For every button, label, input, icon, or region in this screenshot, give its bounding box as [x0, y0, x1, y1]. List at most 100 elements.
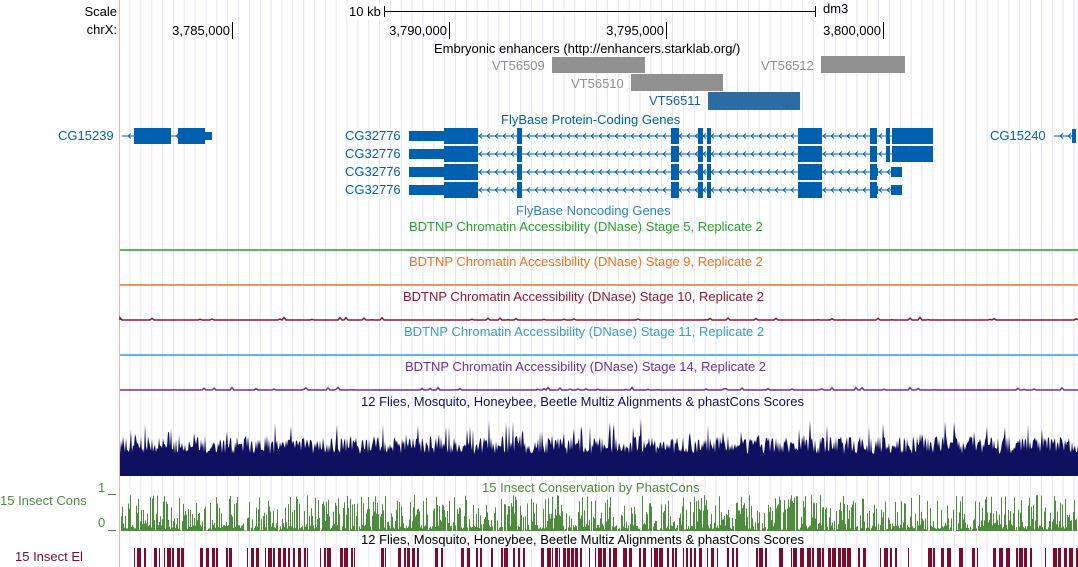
phastcons-bar [261, 518, 262, 531]
cg32776-3-strand-arrow [638, 169, 643, 175]
phastcons-bar [885, 501, 886, 531]
phastcons-bar [728, 509, 729, 531]
enhancers-track-title[interactable]: Embryonic enhancers (http://enhancers.st… [434, 41, 741, 56]
conserved-element [629, 548, 632, 567]
phastcons-bar [201, 526, 202, 531]
phastcons-bar [546, 527, 547, 531]
cg32776-4-strand-arrow [542, 187, 547, 193]
cg32776-4-strand-arrow [862, 187, 867, 193]
phastcons-bar [642, 496, 643, 531]
phastcons-bar [816, 503, 817, 531]
phastcons-bar [1035, 520, 1036, 531]
cg32776-2-strand-arrow [734, 151, 739, 157]
phastcons-bar [394, 528, 395, 531]
phastcons-bar [706, 499, 707, 531]
phastcons-bar [673, 522, 674, 531]
position-tick [666, 22, 667, 39]
phastcons-bar [398, 529, 399, 531]
phastcons-bar [437, 504, 438, 531]
phastcons-bar [247, 518, 248, 531]
phastcons-bar [801, 516, 802, 531]
cg32776-4-strand-arrow [774, 187, 779, 193]
phastcons-bar [392, 516, 393, 531]
phastcons-bar [1069, 514, 1070, 531]
phastcons-bar [725, 525, 726, 531]
gene-label-cg32776[interactable]: CG32776 [345, 164, 401, 179]
dnase-stage11-title[interactable]: BDTNP Chromatin Accessibility (DNase) St… [404, 324, 765, 339]
elements-track-title[interactable]: 12 Flies, Mosquito, Honeybee, Beetle Mul… [361, 532, 804, 547]
phastcons-bar [180, 529, 181, 531]
cg32776-4-strand-arrow [854, 187, 859, 193]
protein-coding-track-title[interactable]: FlyBase Protein-Coding Genes [501, 112, 681, 127]
phastcons-bar [799, 529, 800, 531]
enhancer-feature-vt56511[interactable] [708, 92, 800, 110]
phastcons-bar [743, 505, 744, 531]
phastcons-bar [783, 512, 784, 531]
phastcons-bar [902, 527, 903, 531]
conserved-element [822, 548, 824, 567]
noncoding-track-title[interactable]: FlyBase Noncoding Genes [516, 203, 671, 218]
elements-side-label[interactable]: 15 Insect El [15, 549, 83, 564]
cg32776-4-strand-arrow [558, 187, 563, 193]
gene-label-cg32776[interactable]: CG32776 [345, 146, 401, 161]
phastcons-bar [1021, 500, 1022, 531]
phastcons-bar [254, 528, 255, 531]
dnase-stage10-title[interactable]: BDTNP Chromatin Accessibility (DNase) St… [403, 289, 765, 304]
phastcons-bar [927, 500, 928, 531]
phastcons-bar [825, 509, 826, 531]
phastcons-bar [862, 498, 863, 531]
phastcons-side-label[interactable]: 15 Insect Cons [0, 493, 87, 508]
enhancer-feature-vt56510[interactable] [631, 74, 723, 91]
conserved-element [659, 548, 663, 567]
cg32776-3-strand-arrow [662, 169, 667, 175]
phastcons-bar [1000, 524, 1001, 531]
phastcons-bar [663, 512, 664, 531]
conserved-element [273, 548, 275, 567]
phastcons-bar [257, 526, 258, 531]
phastcons-bar [547, 521, 548, 531]
phastcons-bar [833, 529, 834, 531]
enhancer-feature-vt56509[interactable] [552, 57, 645, 73]
dnase-stage14-title[interactable]: BDTNP Chromatin Accessibility (DNase) St… [405, 359, 767, 374]
phastcons-track-title[interactable]: 15 Insect Conservation by PhastCons [482, 480, 700, 495]
cg32776-2-strand-arrow [726, 151, 731, 157]
gene-label-cg15240[interactable]: CG15240 [990, 128, 1046, 143]
scale-bar [384, 11, 816, 12]
cg32776-4-exon [409, 185, 444, 195]
phastcons-bar [161, 525, 162, 531]
phastcons-bar [195, 525, 196, 531]
phastcons-bar [740, 514, 741, 531]
phastcons-bar [906, 529, 907, 531]
phastcons-bar [548, 498, 549, 531]
phastcons-bar [183, 503, 184, 531]
phastcons-bar [1026, 528, 1027, 531]
phastcons-bar [420, 527, 421, 531]
multiz-track-title[interactable]: 12 Flies, Mosquito, Honeybee, Beetle Mul… [361, 394, 804, 409]
gene-label-cg15239[interactable]: CG15239 [58, 128, 114, 143]
phastcons-bar [259, 497, 260, 531]
conserved-element [404, 548, 406, 567]
dnase-stage9-title[interactable]: BDTNP Chromatin Accessibility (DNase) St… [409, 254, 763, 269]
cg32776-1-strand-arrow [606, 133, 611, 139]
cg32776-2-strand-arrow [854, 151, 859, 157]
conserved-element [699, 548, 702, 567]
conserved-element [461, 548, 464, 567]
cg32776-4-strand-arrow [638, 187, 643, 193]
phastcons-bar [1018, 509, 1019, 531]
phastcons-ymax-tick [108, 494, 116, 495]
enhancer-feature-vt56512[interactable] [821, 56, 905, 73]
cg32776-3-strand-arrow [854, 169, 859, 175]
gene-label-cg32776[interactable]: CG32776 [345, 128, 401, 143]
dnase-stage5-title[interactable]: BDTNP Chromatin Accessibility (DNase) St… [409, 219, 763, 234]
phastcons-bar [583, 526, 584, 531]
cg32776-4-strand-arrow [846, 187, 851, 193]
cg32776-4-strand-arrow [766, 187, 771, 193]
phastcons-bar [271, 526, 272, 531]
gene-label-cg32776[interactable]: CG32776 [345, 182, 401, 197]
phastcons-bar [268, 500, 269, 531]
cg32776-4-exon [891, 185, 902, 195]
conserved-element [351, 548, 353, 567]
cg32776-1-strand-arrow [726, 133, 731, 139]
phastcons-bar [572, 530, 573, 531]
